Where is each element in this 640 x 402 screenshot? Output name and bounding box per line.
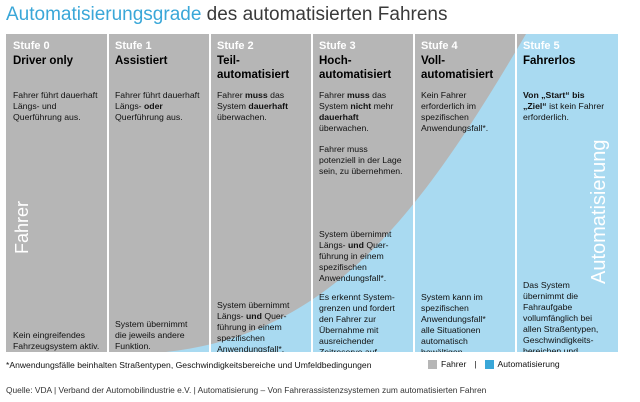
stage-1-upper-text: Fahrer führt dauerhaft Längs- oder Querf… [115, 90, 200, 122]
stage-2-name: Teil-automatisiert [217, 55, 290, 81]
legend-driver-swatch [428, 359, 437, 369]
title-highlight: Automatisierungsgrade [6, 4, 202, 25]
stage-3-middle-text: System übernimmt Längs- und Quer-führung… [319, 229, 392, 283]
stage-5-number: Stufe 5 [523, 40, 560, 52]
stage-1-lower-text: System übernimmt die jeweils andere Funk… [115, 319, 188, 351]
stage-2-number: Stufe 2 [217, 40, 254, 52]
stage-5-column: Stufe 5 Fahrerlos Von „Start“ bis „Ziel“… [516, 34, 616, 352]
stage-1-number: Stufe 1 [115, 40, 152, 52]
stage-4-lower-text: System kann im spezifischen Anwendungsfa… [421, 292, 486, 352]
stage-2-upper-text: Fahrer muss das System dauerhaft überwac… [217, 90, 288, 122]
stage-3-lower-text: Es erkennt System-grenzen und fordert de… [319, 292, 395, 352]
stage-0-column: Stufe 0 Driver only Fahrer führt dauerha… [6, 34, 106, 352]
legend: Fahrer | Automatisierung [428, 359, 560, 369]
legend-driver-label: Fahrer [441, 359, 467, 369]
title-rest: des automatisierten Fahrens [206, 4, 448, 25]
legend-separator: | [474, 359, 477, 369]
footnote: *Anwendungsfälle beinhalten Straßentypen… [6, 360, 372, 370]
stage-0-number: Stufe 0 [13, 40, 50, 52]
stage-5-upper-text: Von „Start“ bis „Ziel“ ist kein Fahrer e… [523, 90, 605, 122]
stage-0-name: Driver only [13, 55, 74, 67]
stage-3-column: Stufe 3 Hoch-automatisiert Fahrer muss d… [312, 34, 412, 352]
stage-2-column: Stufe 2 Teil-automatisiert Fahrer muss d… [210, 34, 310, 352]
stage-3-name: Hoch-automatisiert [319, 55, 392, 81]
stage-5-lower-text: Das System übernimmt die Fahraufgabe vol… [523, 280, 599, 352]
stage-3-upper-text-2: Fahrer muss potenziell in der Lage sein,… [319, 144, 403, 176]
stage-0-lower-text: Kein eingreifendes Fahrzeugsystem aktiv. [13, 330, 100, 351]
stage-3-upper-text: Fahrer muss das System nicht mehr dauerh… [319, 90, 394, 133]
stage-1-name: Assistiert [115, 55, 168, 67]
source-line: Quelle: VDA | Verband der Automobilindus… [6, 385, 487, 395]
legend-automation-swatch [484, 359, 494, 369]
stage-0-upper-text: Fahrer führt dauerhaft Längs- und Querfü… [13, 90, 98, 122]
stage-4-column: Stufe 4 Voll-automatisiert Kein Fahrer e… [414, 34, 514, 352]
stage-4-number: Stufe 4 [421, 40, 458, 52]
stage-1-column: Stufe 1 Assistiert Fahrer führt dauerhaf… [108, 34, 208, 352]
stage-4-upper-text: Kein Fahrer erforderlich im spezifischen… [421, 90, 489, 133]
stage-4-name: Voll-automatisiert [421, 55, 494, 81]
levels-diagram: Fahrer Automatisierung Stufe 0 Driver on… [6, 34, 618, 352]
legend-automation-label: Automatisierung [497, 359, 560, 369]
automation-area [166, 34, 618, 352]
stage-2-lower-text: System übernimmt Längs- und Quer-führung… [217, 300, 290, 352]
page-title: Automatisierungsgrade des automatisierte… [6, 4, 447, 26]
stage-5-name: Fahrerlos [523, 55, 576, 67]
diagram-background [6, 34, 618, 352]
stage-3-number: Stufe 3 [319, 40, 356, 52]
